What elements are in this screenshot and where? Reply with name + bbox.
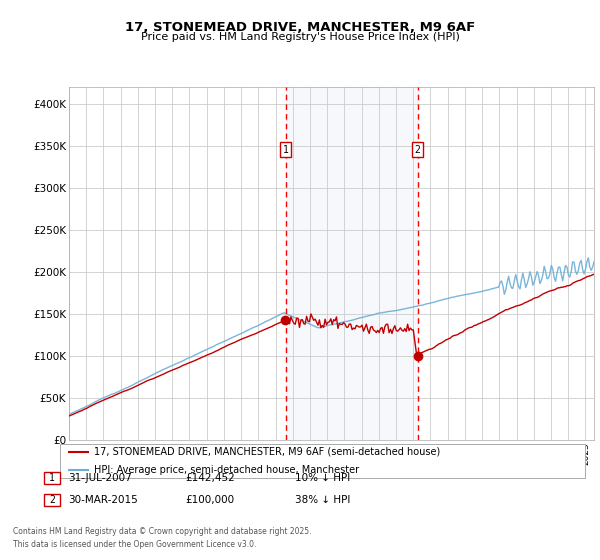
Text: £100,000: £100,000 [185, 495, 234, 505]
Bar [286, 87, 418, 440]
Text: 38% ↓ HPI: 38% ↓ HPI [295, 495, 350, 505]
Text: 31-JUL-2007: 31-JUL-2007 [68, 473, 132, 483]
FancyBboxPatch shape [44, 494, 60, 506]
Text: 1: 1 [283, 145, 289, 155]
Text: 17, STONEMEAD DRIVE, MANCHESTER, M9 6AF (semi-detached house): 17, STONEMEAD DRIVE, MANCHESTER, M9 6AF … [94, 447, 440, 457]
Text: 2: 2 [49, 494, 55, 505]
Text: Price paid vs. HM Land Registry's House Price Index (HPI): Price paid vs. HM Land Registry's House … [140, 32, 460, 43]
Text: £142,452: £142,452 [185, 473, 235, 483]
Text: 30-MAR-2015: 30-MAR-2015 [68, 495, 138, 505]
Text: 1: 1 [49, 473, 55, 483]
FancyBboxPatch shape [44, 472, 60, 484]
Text: 10% ↓ HPI: 10% ↓ HPI [295, 473, 350, 483]
Text: 2: 2 [415, 145, 421, 155]
Text: Contains HM Land Registry data © Crown copyright and database right 2025.
This d: Contains HM Land Registry data © Crown c… [13, 528, 311, 549]
FancyBboxPatch shape [60, 444, 586, 478]
Text: HPI: Average price, semi-detached house, Manchester: HPI: Average price, semi-detached house,… [94, 465, 359, 475]
Text: 17, STONEMEAD DRIVE, MANCHESTER, M9 6AF: 17, STONEMEAD DRIVE, MANCHESTER, M9 6AF [125, 21, 475, 34]
